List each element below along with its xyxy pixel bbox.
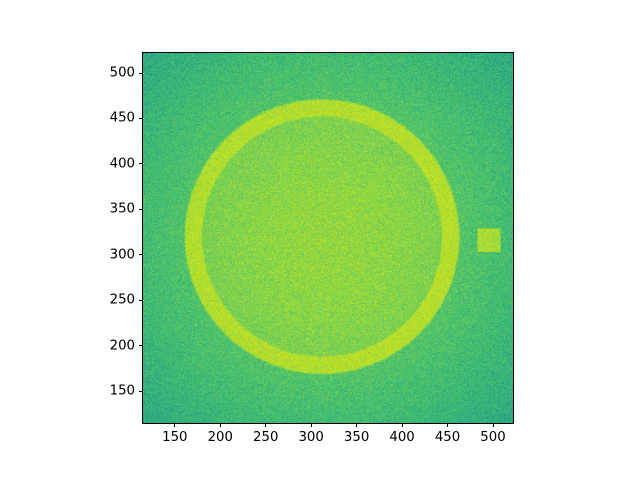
y-tick-label: 150 <box>109 383 135 399</box>
x-tick-mark <box>174 423 176 427</box>
x-tick-label: 150 <box>162 430 188 445</box>
y-tick-label: 350 <box>109 201 135 217</box>
x-tick-mark <box>310 423 312 427</box>
x-tick-mark <box>492 423 494 427</box>
y-tick-mark <box>139 254 143 256</box>
x-tick-mark <box>356 423 358 427</box>
y-tick-mark <box>139 345 143 347</box>
x-tick-label: 200 <box>207 430 233 445</box>
y-tick-mark <box>139 390 143 392</box>
y-tick-mark <box>139 208 143 210</box>
y-tick-label: 250 <box>109 292 135 308</box>
x-tick-label: 300 <box>298 430 324 445</box>
y-tick-label: 450 <box>109 110 135 126</box>
y-tick-label: 300 <box>109 247 135 263</box>
y-tick-label: 400 <box>109 156 135 172</box>
y-tick-mark <box>139 72 143 74</box>
y-tick-mark <box>139 163 143 165</box>
x-tick-label: 450 <box>434 430 461 445</box>
x-tick-mark <box>265 423 267 427</box>
heatmap-canvas <box>143 53 513 423</box>
y-tick-label: 200 <box>109 338 135 354</box>
x-tick-mark <box>219 423 221 427</box>
x-tick-label: 500 <box>480 430 506 445</box>
x-tick-label: 400 <box>389 430 415 445</box>
x-tick-label: 250 <box>253 430 279 445</box>
y-tick-mark <box>139 299 143 301</box>
x-tick-mark <box>401 423 403 427</box>
x-tick-mark <box>447 423 449 427</box>
y-tick-label: 500 <box>109 65 135 81</box>
x-tick-label: 350 <box>343 430 370 445</box>
y-tick-mark <box>139 117 143 119</box>
